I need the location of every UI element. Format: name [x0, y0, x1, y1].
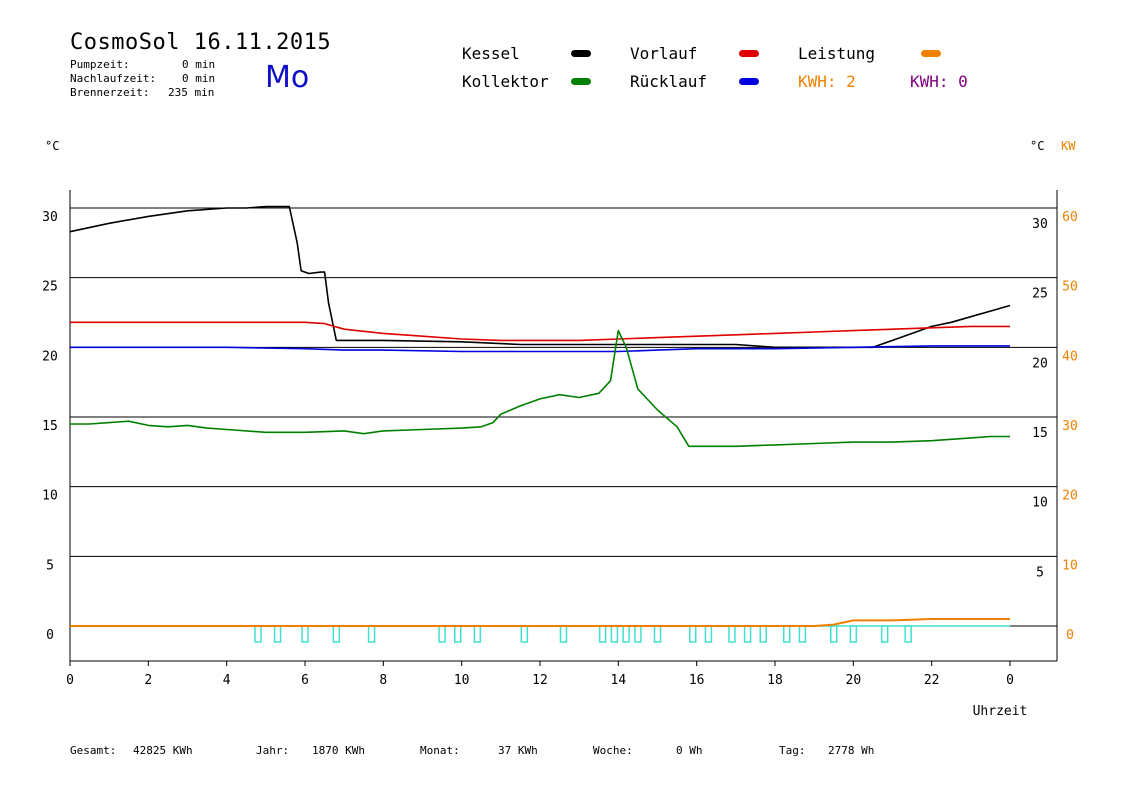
pump-pulse: [598, 625, 607, 643]
footer-tag-value: 2778 Wh: [828, 744, 875, 757]
pump-pulse: [301, 625, 309, 643]
y-tick-label-left: 10: [42, 489, 58, 504]
pump-pulse: [783, 625, 791, 643]
legend-kessel-swatch: [571, 50, 591, 57]
pump-pulse: [634, 625, 642, 643]
pump-pulse: [473, 625, 482, 643]
legend-kwh-purple: KWH: 0: [910, 72, 968, 91]
footer-monat-value: 37 KWh: [498, 744, 538, 757]
y-tick-label-left: 30: [42, 210, 58, 225]
pump-pulse: [849, 625, 858, 643]
footer-tag-label: Tag:: [779, 744, 806, 757]
x-tick-label: 6: [301, 673, 309, 688]
y-tick-label-left: 20: [42, 349, 58, 364]
y-tick-label-right: 25: [1032, 287, 1048, 302]
x-tick-label: 0: [66, 673, 74, 688]
pump-pulse: [689, 625, 697, 643]
legend-ruecklauf-label: Rücklauf: [630, 72, 708, 91]
legend-kwh-orange: KWH: 2: [798, 72, 856, 91]
y-tick-label-left: 15: [42, 419, 58, 434]
y2-tick-label: 60: [1062, 210, 1078, 225]
pump-pulse: [332, 625, 341, 643]
y-tick-label-right: 15: [1032, 426, 1048, 441]
pump-pulse: [622, 625, 630, 643]
pump-pulse: [704, 625, 713, 643]
legend-vorlauf-label: Vorlauf: [630, 44, 698, 63]
y-tick-label-left: 25: [42, 280, 58, 295]
y2-tick-label: 30: [1062, 419, 1078, 434]
y-tick-label-left: 0: [46, 628, 54, 643]
day-of-week: Mo: [265, 60, 310, 95]
pumpzeit-label: Pumpzeit:: [70, 58, 130, 71]
y2-axis-unit: KW: [1061, 139, 1076, 153]
footer-woche-value: 0 Wh: [676, 744, 703, 757]
x-tick-label: 10: [454, 673, 470, 688]
y-tick-label-right: 20: [1032, 356, 1048, 371]
pump-pulse: [454, 625, 462, 643]
series-line-rcklauf: [70, 345, 1010, 353]
pump-pulse: [798, 625, 807, 643]
footer-jahr-value: 1870 KWh: [312, 744, 365, 757]
y-axis-unit-left: °C: [45, 139, 59, 153]
footer-woche-label: Woche:: [593, 744, 633, 757]
y-tick-label-right: 30: [1032, 217, 1048, 232]
y2-tick-label: 0: [1066, 628, 1074, 643]
x-tick-label: 20: [846, 673, 862, 688]
pump-pulse: [367, 625, 376, 643]
x-tick-label: 22: [924, 673, 940, 688]
legend-kollektor-label: Kollektor: [462, 72, 549, 91]
legend-kollektor-swatch: [571, 78, 591, 85]
pump-pulse: [830, 625, 838, 643]
x-tick-label: 8: [379, 673, 387, 688]
legend-kessel-label: Kessel: [462, 44, 520, 63]
legend-ruecklauf-swatch: [739, 78, 759, 85]
series-line-kollektor: [70, 329, 1010, 448]
legend-vorlauf-swatch: [739, 50, 759, 57]
page-title: CosmoSol 16.11.2015: [70, 30, 332, 55]
x-tick-label: 0: [1006, 673, 1014, 688]
footer-gesamt-label: Gesamt:: [70, 744, 117, 757]
y-tick-label-left: 5: [46, 558, 54, 573]
x-tick-label: 4: [223, 673, 231, 688]
footer-gesamt-value: 42825 KWh: [133, 744, 193, 757]
pump-pulse: [254, 625, 262, 643]
pump-pulse: [610, 625, 619, 643]
y2-tick-label: 50: [1062, 280, 1078, 295]
pump-pulse: [273, 625, 282, 643]
pump-pulse: [728, 625, 736, 643]
pump-pulse: [653, 625, 662, 643]
y-axis-unit-right: °C: [1030, 139, 1044, 153]
pump-pulse: [880, 625, 889, 643]
x-tick-label: 12: [532, 673, 548, 688]
nachlaufzeit-label: Nachlaufzeit:: [70, 72, 157, 85]
x-tick-label: 18: [767, 673, 783, 688]
y-tick-label-right: 5: [1036, 565, 1044, 580]
pump-pulse: [759, 625, 767, 643]
pumpzeit-value: 0 min: [182, 58, 216, 71]
y2-tick-label: 40: [1062, 349, 1078, 364]
x-tick-label: 16: [689, 673, 705, 688]
pump-pulse: [904, 625, 912, 643]
y-tick-label-right: 10: [1032, 496, 1048, 511]
nachlaufzeit-value: 0 min: [182, 72, 216, 85]
series-line-kessel: [69, 205, 1011, 349]
footer-monat-label: Monat:: [420, 744, 460, 757]
pump-pulse: [743, 625, 752, 643]
legend-leistung-label: Leistung: [798, 44, 876, 63]
legend-leistung-swatch: [921, 50, 941, 57]
footer-jahr-label: Jahr:: [256, 744, 290, 757]
x-tick-label: 14: [611, 673, 627, 688]
brennerzeit-value: 235 min: [168, 86, 215, 99]
series-line-vorlauf: [70, 321, 1010, 342]
y2-tick-label: 20: [1062, 489, 1078, 504]
pump-pulse: [520, 625, 529, 643]
pump-pulse: [559, 625, 568, 643]
x-axis-label: Uhrzeit: [973, 704, 1028, 719]
pump-pulse: [438, 625, 446, 643]
brennerzeit-label: Brennerzeit:: [70, 86, 150, 99]
series-line-leistung: [70, 618, 1010, 627]
y2-tick-label: 10: [1062, 558, 1078, 573]
x-tick-label: 2: [144, 673, 152, 688]
